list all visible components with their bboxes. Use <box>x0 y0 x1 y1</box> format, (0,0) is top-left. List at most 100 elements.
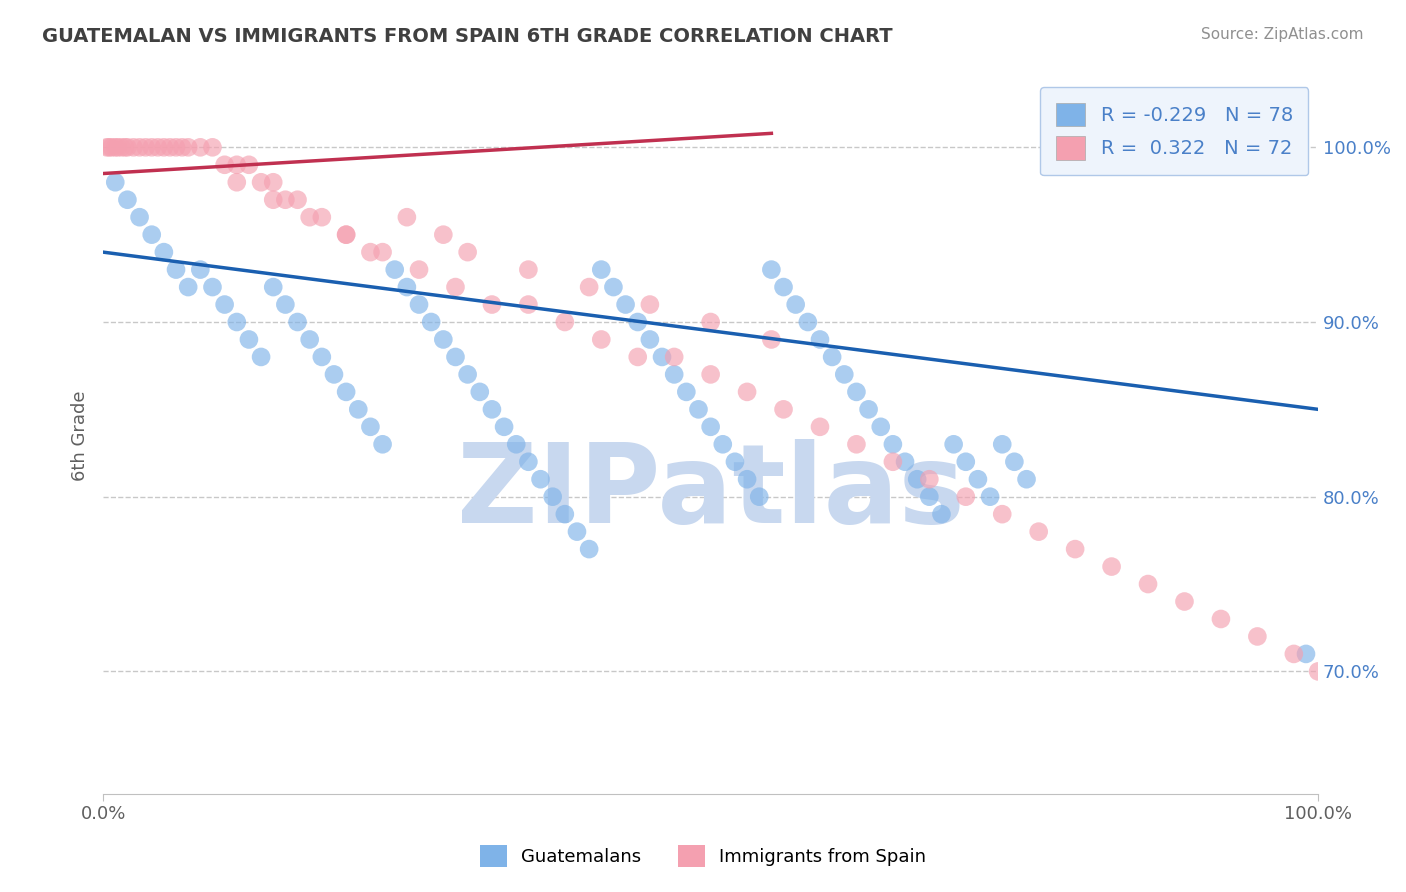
Point <box>335 227 357 242</box>
Point <box>432 227 454 242</box>
Point <box>699 368 721 382</box>
Point <box>177 280 200 294</box>
Point <box>1173 594 1195 608</box>
Legend: Guatemalans, Immigrants from Spain: Guatemalans, Immigrants from Spain <box>472 838 934 874</box>
Point <box>165 262 187 277</box>
Point <box>797 315 820 329</box>
Point <box>104 175 127 189</box>
Point <box>238 333 260 347</box>
Point <box>967 472 990 486</box>
Point <box>408 297 430 311</box>
Point <box>262 193 284 207</box>
Point <box>942 437 965 451</box>
Point <box>627 315 650 329</box>
Point <box>554 507 576 521</box>
Point <box>262 280 284 294</box>
Point <box>1343 699 1365 714</box>
Point <box>384 262 406 277</box>
Point <box>664 368 686 382</box>
Point <box>1246 158 1268 172</box>
Point <box>98 140 121 154</box>
Point <box>991 437 1014 451</box>
Point <box>395 280 418 294</box>
Point <box>699 315 721 329</box>
Point <box>882 455 904 469</box>
Point <box>748 490 770 504</box>
Point <box>287 193 309 207</box>
Point <box>335 384 357 399</box>
Point <box>201 280 224 294</box>
Point <box>225 315 247 329</box>
Point <box>1002 455 1025 469</box>
Point <box>117 140 139 154</box>
Point <box>359 245 381 260</box>
Point <box>591 333 613 347</box>
Point <box>225 175 247 189</box>
Point <box>918 472 941 486</box>
Point <box>188 262 211 277</box>
Point <box>107 140 129 154</box>
Point <box>578 542 600 557</box>
Point <box>772 280 794 294</box>
Point <box>335 227 357 242</box>
Point <box>481 402 503 417</box>
Point <box>177 140 200 154</box>
Point <box>122 140 145 154</box>
Point <box>918 490 941 504</box>
Point <box>494 420 516 434</box>
Point <box>517 262 540 277</box>
Point <box>457 245 479 260</box>
Point <box>1028 524 1050 539</box>
Point <box>371 437 394 451</box>
Point <box>761 333 783 347</box>
Point <box>371 245 394 260</box>
Y-axis label: 6th Grade: 6th Grade <box>72 391 89 481</box>
Point <box>772 402 794 417</box>
Point <box>141 227 163 242</box>
Point <box>785 297 807 311</box>
Point <box>1246 630 1268 644</box>
Point <box>955 490 977 504</box>
Point <box>845 437 868 451</box>
Point <box>735 472 758 486</box>
Point <box>153 245 176 260</box>
Point <box>188 140 211 154</box>
Point <box>311 210 333 224</box>
Point <box>323 368 346 382</box>
Point <box>128 140 150 154</box>
Point <box>214 158 236 172</box>
Point <box>505 437 527 451</box>
Point <box>602 280 624 294</box>
Point <box>638 297 661 311</box>
Point <box>110 140 132 154</box>
Point <box>627 350 650 364</box>
Point <box>1064 542 1087 557</box>
Point <box>238 158 260 172</box>
Point <box>347 402 370 417</box>
Point <box>165 140 187 154</box>
Legend: R = -0.229   N = 78, R =  0.322   N = 72: R = -0.229 N = 78, R = 0.322 N = 72 <box>1040 87 1309 176</box>
Point <box>468 384 491 399</box>
Point <box>298 333 321 347</box>
Point <box>931 507 953 521</box>
Point <box>444 350 467 364</box>
Point <box>408 262 430 277</box>
Point <box>141 140 163 154</box>
Point <box>565 524 588 539</box>
Point <box>858 402 880 417</box>
Point <box>832 368 855 382</box>
Point <box>274 193 297 207</box>
Point <box>724 455 747 469</box>
Point <box>541 490 564 504</box>
Point <box>135 140 157 154</box>
Point <box>287 315 309 329</box>
Point <box>225 158 247 172</box>
Point <box>688 402 710 417</box>
Point <box>882 437 904 451</box>
Point <box>869 420 891 434</box>
Point <box>432 333 454 347</box>
Point <box>517 297 540 311</box>
Text: Source: ZipAtlas.com: Source: ZipAtlas.com <box>1201 27 1364 42</box>
Point <box>711 437 734 451</box>
Point <box>250 175 273 189</box>
